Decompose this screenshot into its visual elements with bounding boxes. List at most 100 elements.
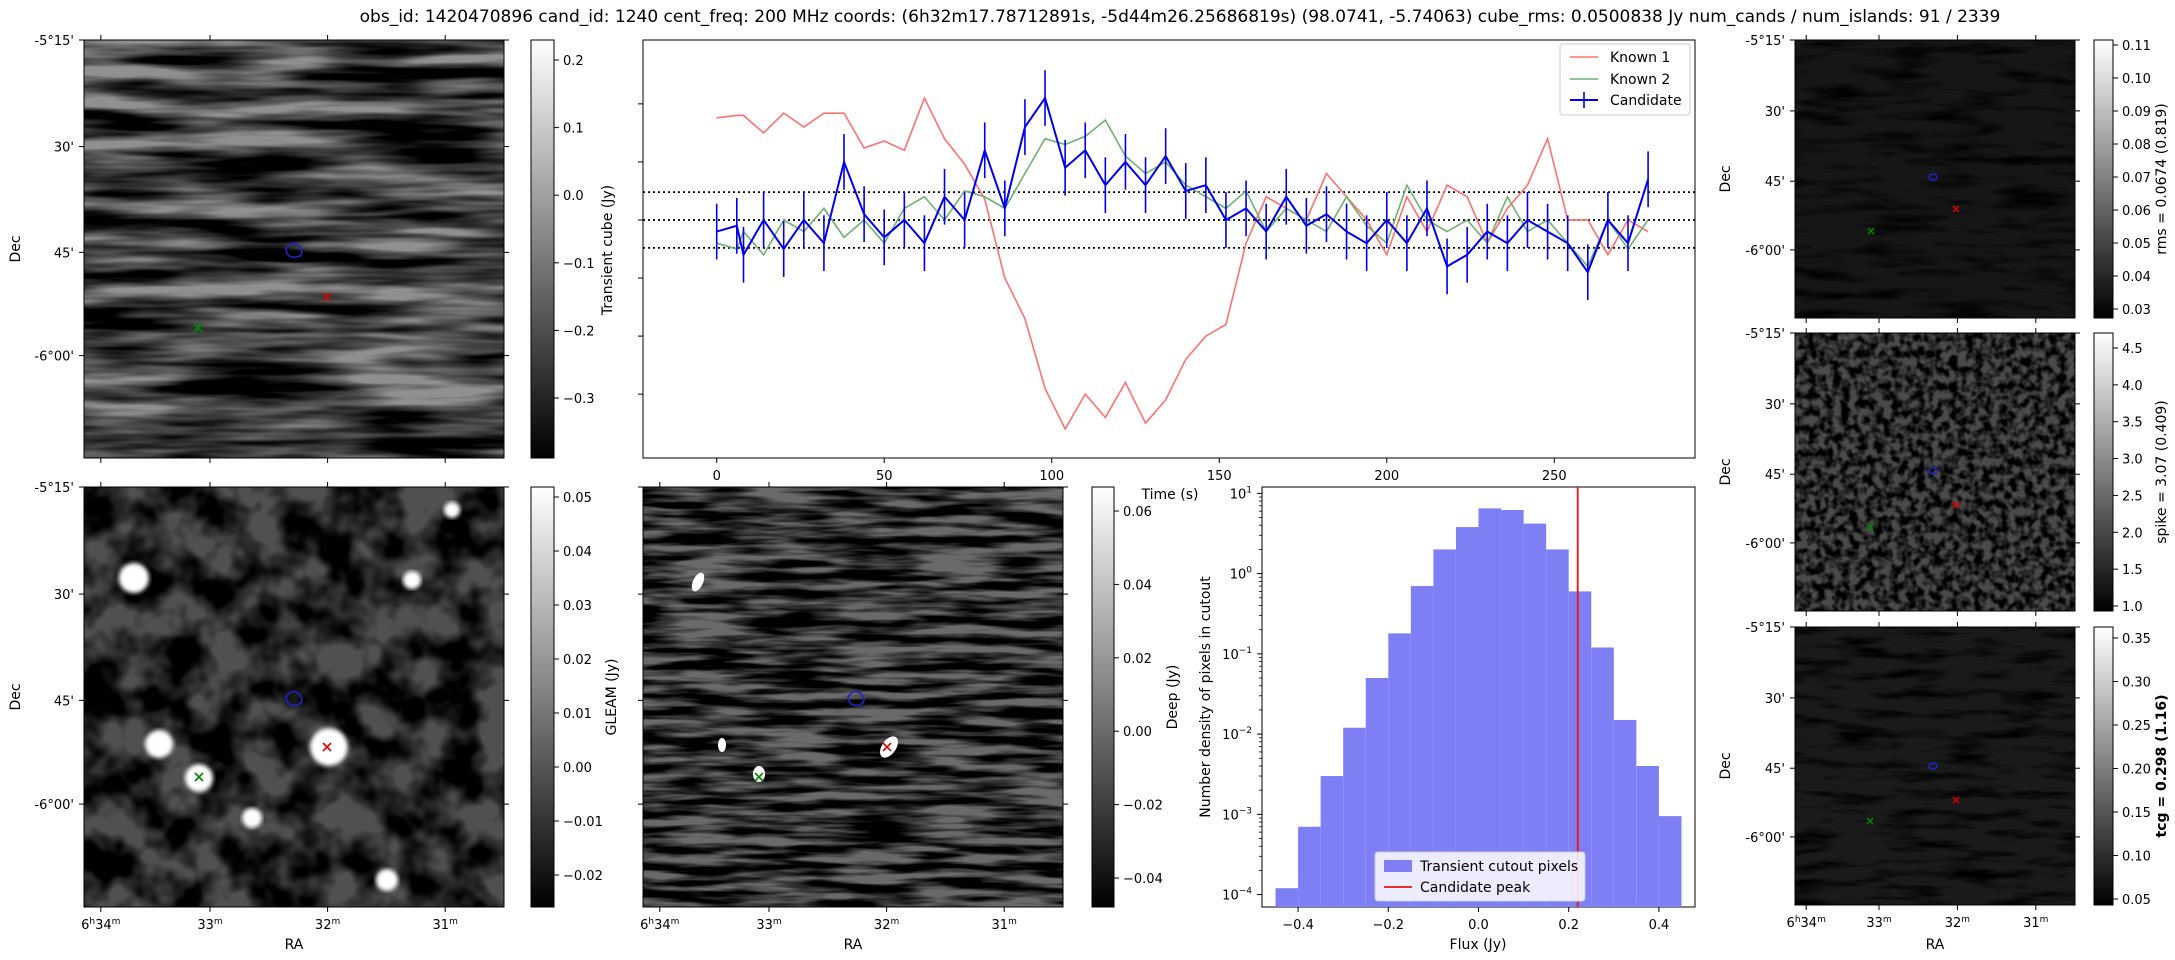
histogram-ylabel: Number density of pixels in cutout [1198,576,1214,818]
colorbar-tick-label: 0.11 [2122,39,2151,54]
lightcurve-xtick-label: 150 [1207,469,1232,484]
tcg-colorbar [2093,626,2114,906]
ra-tick-label: 32m [1945,915,1970,931]
histogram-bar [1455,527,1479,907]
transient-colorbar [530,39,555,459]
legend-known-1: Known 1 [1610,50,1670,66]
candidate-contour [1928,762,1938,770]
colorbar-tick-label: 0.02 [563,653,592,668]
transient-cube-panel: -5°15' 30' 45' -6°00' 0.2 0.1 0.0 −0.1 −0.2 −0.3… [8,34,616,463]
colorbar-tick-label: 0.06 [1123,505,1152,520]
dec-tick-label: -5°15' [34,34,74,49]
lightcurve-legend: Known 1 Known 2 Candidate [1559,43,1691,116]
candidate-marker-red [322,742,332,752]
figure-title: obs_id: 1420470896 cand_id: 1240 cent_fr… [360,7,2001,27]
dec-tick-label: 45' [1765,175,1785,190]
histogram-bar [1636,766,1659,907]
dec-tick-label: 30' [1765,398,1785,413]
known-source-marker-green [1867,227,1875,235]
known-source-marker-green [754,772,764,782]
colorbar-tick-label: 0.10 [2122,850,2151,865]
colorbar-tick-label: 4.0 [2122,379,2143,394]
colorbar-tick-label: 0.25 [2122,719,2151,734]
colorbar-tick-label: 0.15 [2122,806,2151,821]
histogram-xtick-label: −0.2 [1373,918,1405,933]
colorbar-tick-label: 0.2 [563,54,584,69]
ra-tick-label: 6h34m [640,917,679,933]
colorbar-tick-label: 0.30 [2122,676,2151,691]
dec-tick-label: -5°15' [1745,327,1785,342]
gleam-colorbar-label: GLEAM (Jy) [604,659,620,736]
lightcurve-xlabel: Time (s) [1141,487,1199,503]
colorbar-tick-label: 0.1 [563,122,584,137]
histogram-panel: −0.4 −0.2 0.0 0.2 0.410−410−310−210−1100101 … [1198,485,1696,953]
known-source-marker-green [1866,817,1874,825]
histogram-xtick-label: −0.4 [1282,918,1314,933]
histogram-xtick-label: 0.0 [1468,918,1489,933]
rms-panel: -5°15' 30' 45' -6°00' 0.11 0.10 0.09 0.08 0.07 0… [1718,34,2170,323]
candidate-contour [847,690,865,707]
dec-tick-label: -6°00' [34,798,74,813]
tcg-panel: 6h34m 33m 32m 31m -5°15' 30' 45' -6°00' 0.35 0.3… [1718,621,2170,953]
histogram-ytick-label: 100 [1230,566,1253,583]
lightcurve-xtick-label: 100 [1039,469,1064,484]
colorbar-tick-label: 0.07 [2122,171,2151,186]
histogram-xtick-label: 0.2 [1558,918,1579,933]
candidate-marker-red [882,742,892,752]
colorbar-tick-label: 0.05 [2122,237,2151,252]
legend-candidate: Candidate [1610,93,1682,109]
colorbar-tick-label: −0.1 [563,257,595,272]
histogram-bar [1546,549,1569,907]
ra-tick-label: 6h34m [1787,915,1826,931]
colorbar-tick-label: 0.01 [563,707,592,722]
colorbar-tick-label: 0.06 [2122,204,2151,219]
colorbar-tick-label: 3.0 [2122,453,2143,468]
legend-candidate-peak: Candidate peak [1420,880,1531,896]
colorbar-tick-label: −0.02 [1123,799,1163,814]
colorbar-tick-label: 0.00 [1123,725,1152,740]
dec-tick-label: 30' [54,141,74,156]
lightcurve-xtick-label: 250 [1542,469,1567,484]
deep-panel: 6h34m 33m 32m 31m 0.06 0.04 0.02 0.00 −0.02 −0.0… [638,482,1181,953]
colorbar-tick-label: 0.09 [2122,105,2151,120]
known-source-marker-green [194,772,204,782]
colorbar-tick-label: −0.3 [563,392,595,407]
colorbar-tick-label: 0.03 [2122,303,2151,318]
gleam-panel: 6h34m 33m 32m 31m -5°15' 30' 45' -6°00' 0.05 0.0… [8,481,620,953]
ra-tick-label: 33m [1866,915,1891,931]
colorbar-tick-label: −0.04 [1123,872,1163,887]
histogram-bar [1501,510,1524,907]
dec-tick-label: -5°15' [1745,621,1785,636]
rms-colorbar-label: rms = 0.0674 (0.819) [2154,103,2170,255]
dec-tick-label: 30' [1765,105,1785,120]
colorbar-tick-label: 0.04 [2122,270,2151,285]
dec-tick-label: -6°00' [1745,244,1785,259]
histogram-bar [1410,586,1434,907]
histogram-bar [1591,647,1614,907]
deep-point-sources [691,572,898,782]
histogram-bar [1433,549,1456,907]
dec-tick-label: 45' [1765,468,1785,483]
legend-transient-pixels: Transient cutout pixels [1419,859,1578,875]
dec-tick-label: 45' [54,694,74,709]
dec-axis-label: Dec [8,235,24,262]
ra-tick-label: 31m [2023,915,2048,931]
ra-axis-label: RA [844,937,863,953]
histogram-bar [1523,523,1547,907]
lightcurve-panel: 0 50 100 150 200 250 Time (s) Known 1 Known 2… [638,39,1696,503]
dec-tick-label: -5°15' [34,481,74,496]
spike-colorbar-label: spike = 3.07 (0.409) [2154,400,2170,544]
colorbar-tick-label: 0.05 [563,491,592,506]
candidate-marker-red [1952,501,1960,509]
colorbar-tick-label: −0.2 [563,324,595,339]
colorbar-tick-label: 0.08 [2122,138,2151,153]
ra-tick-label: 32m [874,917,899,933]
dec-tick-label: 30' [1765,692,1785,707]
candidate-marker-red [1952,205,1960,213]
dec-axis-label: Dec [1718,752,1734,779]
spike-panel: -5°15' 30' 45' -6°00' 4.5 4.0 3.5 3.0 2.5 2.0 1.5… [1718,327,2170,616]
candidate-contour [285,242,303,259]
colorbar-tick-label: −0.02 [563,869,603,884]
dec-tick-label: 30' [54,588,74,603]
colorbar-tick-label: 0.05 [2122,893,2151,908]
